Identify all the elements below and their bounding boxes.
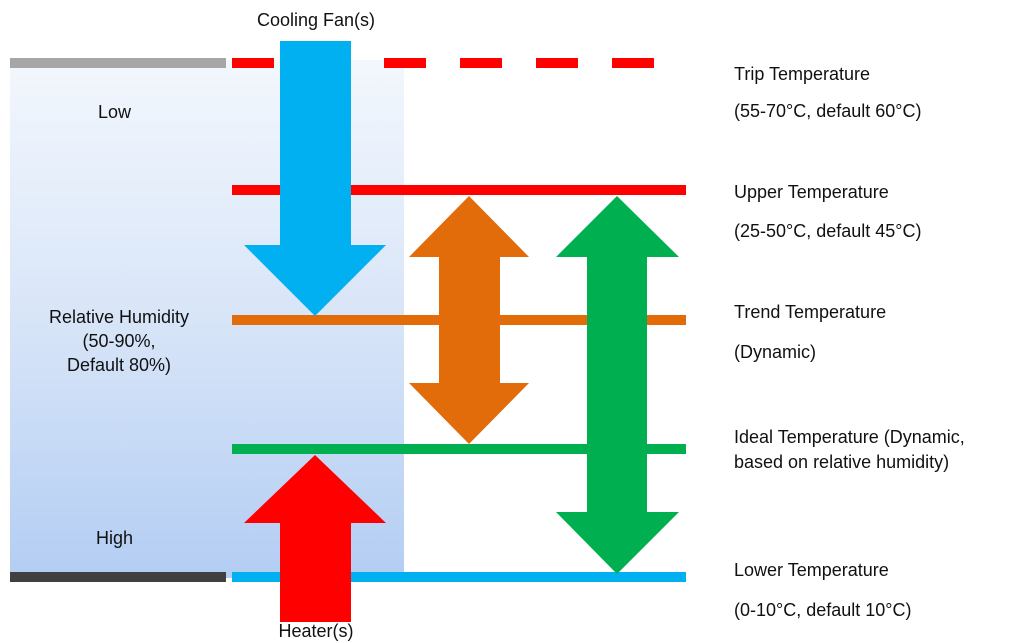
trend-range-arrow-icon bbox=[409, 196, 529, 444]
humidity-high-label: High bbox=[96, 528, 134, 548]
trip-temperature-detail: (55-70°C, default 60°C) bbox=[734, 101, 922, 121]
humidity-title: Relative Humidity (50-90%, Default 80%) bbox=[20, 305, 218, 377]
lower-temperature-name: Lower Temperature bbox=[734, 560, 889, 580]
humidity-high-marker bbox=[10, 572, 226, 582]
upper-temperature-name: Upper Temperature bbox=[734, 182, 889, 202]
trend-temperature-detail: (Dynamic) bbox=[734, 342, 817, 362]
cooling-arrow-icon bbox=[244, 41, 386, 316]
trend-temperature-name: Trend Temperature bbox=[734, 302, 887, 322]
ideal-temperature-detail: based on relative humidity) bbox=[734, 452, 950, 472]
trip-temperature-name: Trip Temperature bbox=[734, 64, 871, 84]
humidity-title-line1: Relative Humidity bbox=[48, 307, 190, 327]
heater-label: Heater(s) bbox=[278, 621, 354, 641]
humidity-low-label: Low bbox=[98, 102, 132, 122]
ideal-temperature-name: Ideal Temperature (Dynamic, bbox=[734, 427, 965, 447]
cooling-fan-label: Cooling Fan(s) bbox=[256, 10, 376, 30]
lower-temperature-detail: (0-10°C, default 10°C) bbox=[734, 600, 912, 620]
upper-temperature-detail: (25-50°C, default 45°C) bbox=[734, 221, 922, 241]
humidity-low-marker bbox=[10, 58, 226, 68]
operating-range-arrow-icon bbox=[556, 196, 679, 574]
heater-arrow-icon bbox=[244, 455, 386, 622]
humidity-title-line2: (50-90%, bbox=[82, 331, 156, 351]
humidity-title-line3: Default 80%) bbox=[66, 355, 172, 375]
